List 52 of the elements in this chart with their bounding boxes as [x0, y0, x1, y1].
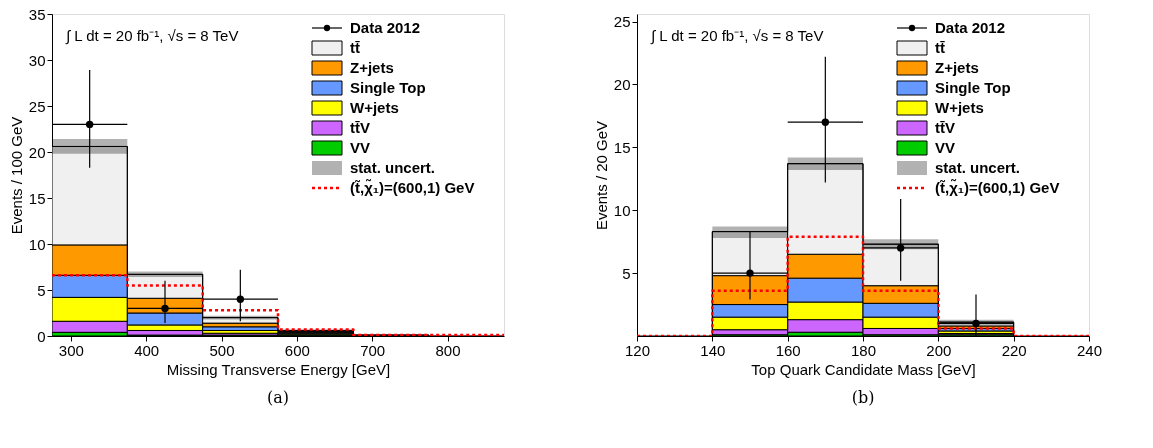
y-tick-label: 5: [622, 264, 631, 282]
legend-label: W+jets: [935, 99, 984, 116]
text: (b): [851, 388, 875, 407]
y-tick-label: 20: [28, 143, 46, 161]
text: (a): [266, 388, 290, 407]
y-axis-title: Events / 20 GeV: [592, 120, 610, 231]
x-tick-label: 200: [926, 341, 952, 359]
y-tick-label: 35: [28, 5, 46, 23]
y-tick-label: 25: [613, 13, 631, 31]
legend-label: Z+jets: [350, 59, 394, 76]
legend-label: Data 2012: [935, 19, 1006, 36]
legend-label: stat. uncert.: [935, 159, 1021, 176]
legend-label: tt̄: [350, 39, 361, 56]
legend-label: tt̄: [935, 39, 946, 56]
legend-label: VV: [935, 139, 956, 156]
x-tick-label: 600: [284, 341, 310, 359]
legend-label: Single Top: [350, 79, 426, 96]
x-tick-label: 700: [360, 341, 386, 359]
legend-label: Data 2012: [350, 19, 421, 36]
legend-label: (t̃,χ̃₁)=(600,1) GeV: [350, 179, 475, 196]
legend-label: W+jets: [350, 99, 399, 116]
y-tick-label: 5: [37, 281, 46, 299]
x-tick-label: 140: [700, 341, 726, 359]
legend-label: VV: [350, 139, 371, 156]
x-tick-label: 300: [58, 341, 84, 359]
y-tick-label: 10: [28, 235, 46, 253]
legend-label: (t̃,χ̃₁)=(600,1) GeV: [935, 179, 1060, 196]
y-tick-label: 15: [613, 138, 631, 156]
x-tick-label: 160: [775, 341, 801, 359]
y-axis-title: Events / 100 GeV: [7, 116, 25, 235]
x-tick-label: 220: [1001, 341, 1027, 359]
legend-label: stat. uncert.: [350, 159, 436, 176]
annotation: ∫ L dt = 20 fb⁻¹, √s = 8 TeV: [65, 27, 239, 45]
y-tick-label: 30: [28, 51, 46, 69]
x-tick-label: 180: [850, 341, 877, 359]
y-tick-label: 20: [613, 75, 631, 93]
y-tick-label: 25: [28, 97, 46, 115]
x-tick-label: 500: [209, 341, 235, 359]
x-tick-label: 400: [134, 341, 160, 359]
x-axis-title: Top Quark Candidate Mass [GeV]: [751, 360, 976, 378]
y-tick-label: 0: [37, 327, 46, 345]
y-tick-label: 15: [28, 189, 46, 207]
x-axis-title: Missing Transverse Energy [GeV]: [166, 360, 391, 378]
annotation: ∫ L dt = 20 fb⁻¹, √s = 8 TeV: [650, 27, 824, 45]
x-tick-label: 120: [624, 341, 651, 359]
x-tick-label: 800: [435, 341, 461, 359]
x-tick-label: 240: [1076, 341, 1103, 359]
legend-label: tt̄V: [935, 119, 955, 136]
y-tick-label: 10: [613, 201, 631, 219]
legend-label: tt̄V: [350, 119, 370, 136]
legend-label: Single Top: [935, 79, 1011, 96]
legend-label: Z+jets: [935, 59, 979, 76]
